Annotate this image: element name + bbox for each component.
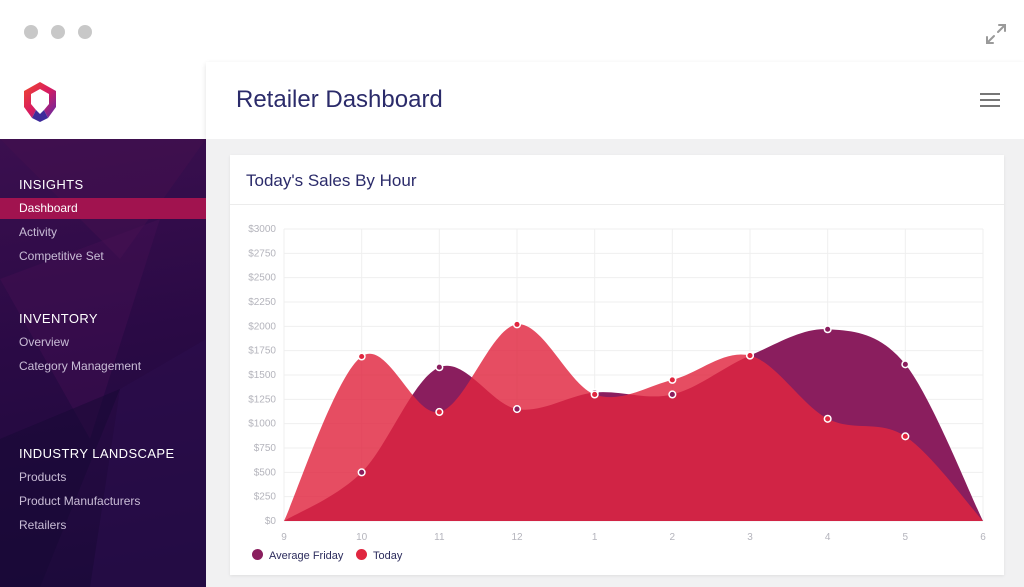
legend-item-today[interactable]: Today <box>356 549 402 562</box>
y-tick-label: $500 <box>254 467 277 478</box>
y-tick-label: $3000 <box>248 224 276 235</box>
series-area-today <box>284 324 983 521</box>
x-tick-label: 3 <box>747 532 753 543</box>
sidebar-item-retailers[interactable]: Retailers <box>19 518 67 532</box>
y-tick-label: $1250 <box>248 394 276 405</box>
legend-item-average-friday[interactable]: Average Friday <box>252 549 343 562</box>
x-tick-label: 11 <box>434 532 445 543</box>
data-point-average-friday <box>357 468 366 477</box>
data-point-average-friday <box>823 325 832 334</box>
y-tick-label: $1500 <box>248 370 276 381</box>
x-tick-label: 10 <box>356 532 368 543</box>
data-point-today <box>435 407 444 417</box>
sidebar-item-products[interactable]: Products <box>19 470 67 484</box>
data-point-today <box>512 320 522 329</box>
legend-label: Average Friday <box>269 550 344 562</box>
sidebar-section-industry-landscape: INDUSTRY LANDSCAPE <box>19 446 175 461</box>
data-point-average-friday <box>512 405 522 414</box>
sidebar-item-dashboard[interactable]: Dashboard <box>0 198 206 219</box>
sidebar-background-pattern <box>0 139 206 587</box>
window-dot-maximize[interactable] <box>78 25 92 39</box>
y-tick-label: $2500 <box>248 273 276 284</box>
y-tick-label: $750 <box>254 443 277 454</box>
y-tick-label: $250 <box>254 492 277 503</box>
x-tick-label: 5 <box>903 532 909 543</box>
expand-arrows-icon[interactable] <box>984 22 1008 46</box>
card-title: Today's Sales By Hour <box>246 171 417 190</box>
window-dot-minimize[interactable] <box>51 25 65 39</box>
data-point-today <box>901 432 910 441</box>
data-point-average-friday <box>901 360 910 369</box>
x-tick-label: 1 <box>592 532 598 543</box>
sidebar: INSIGHTS Dashboard Activity Competitive … <box>0 139 206 587</box>
data-point-average-friday <box>435 363 444 372</box>
page-header: Retailer Dashboard <box>206 62 1024 139</box>
x-tick-label: 9 <box>281 532 287 543</box>
y-tick-label: $2000 <box>248 321 276 332</box>
page-title: Retailer Dashboard <box>236 86 443 113</box>
sidebar-section-inventory: INVENTORY <box>19 311 98 326</box>
sidebar-item-category-management[interactable]: Category Management <box>19 359 142 373</box>
legend-swatch <box>356 549 367 560</box>
logo-area <box>0 62 206 139</box>
y-tick-label: $1750 <box>248 346 276 357</box>
sidebar-item-competitive-set[interactable]: Competitive Set <box>19 249 104 263</box>
x-tick-label: 4 <box>825 532 831 543</box>
y-tick-label: $1000 <box>248 419 276 430</box>
hamburger-menu-icon[interactable] <box>980 93 1002 109</box>
data-point-today <box>668 375 677 384</box>
data-point-today <box>590 390 599 399</box>
x-tick-label: 6 <box>980 532 986 543</box>
card-header: Today's Sales By Hour <box>230 155 1004 205</box>
window-dot-close[interactable] <box>24 25 38 39</box>
sidebar-item-product-manufacturers[interactable]: Product Manufacturers <box>19 494 141 508</box>
y-tick-label: $0 <box>265 516 277 527</box>
data-point-today <box>357 352 366 361</box>
sidebar-section-insights: INSIGHTS <box>19 177 84 192</box>
x-tick-label: 12 <box>511 532 523 543</box>
legend-swatch <box>252 549 263 560</box>
x-tick-label: 2 <box>670 532 676 543</box>
brand-logo-icon[interactable] <box>18 80 62 124</box>
window-titlebar <box>0 0 1024 62</box>
y-tick-label: $2750 <box>248 248 276 259</box>
main-content: Today's Sales By Hour $0 $250 $500 $750 $100… <box>206 139 1024 587</box>
y-tick-label: $2250 <box>248 297 276 308</box>
sidebar-item-activity[interactable]: Activity <box>19 225 58 239</box>
legend-label: Today <box>373 550 403 562</box>
data-point-average-friday <box>668 390 677 399</box>
data-point-today <box>823 414 832 423</box>
sales-chart-card: Today's Sales By Hour $0 $250 $500 $750 $100… <box>230 155 1004 575</box>
sidebar-item-overview[interactable]: Overview <box>19 335 70 349</box>
data-point-today <box>745 351 755 360</box>
sales-area-chart: $0 $250 $500 $750 $1000 $1250 $1500 $1750 $2000 $… <box>248 224 986 543</box>
